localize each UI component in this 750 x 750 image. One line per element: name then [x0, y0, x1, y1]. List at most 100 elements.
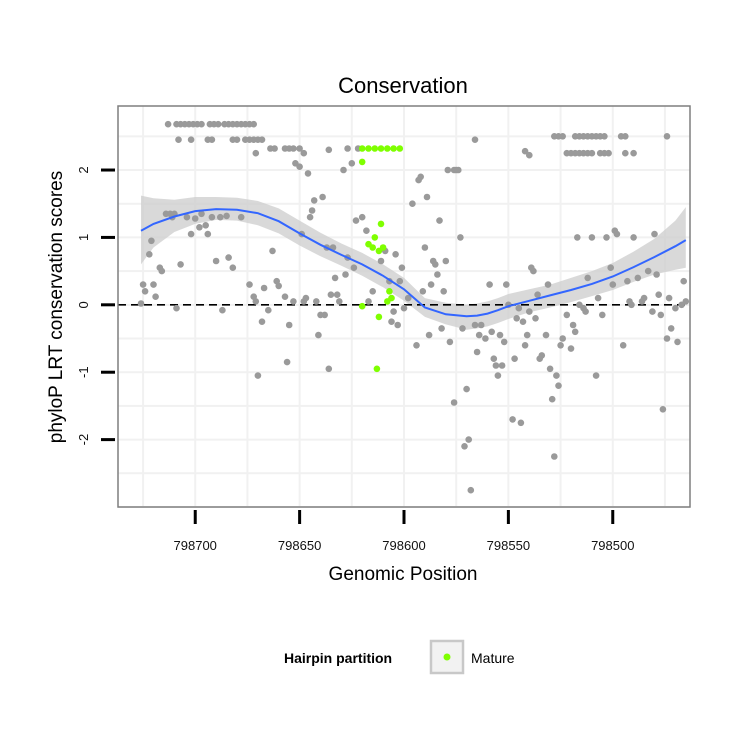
other-point: [619, 342, 627, 349]
other-point: [603, 234, 610, 241]
other-point: [302, 294, 310, 302]
x-tick-label: 798700: [174, 538, 217, 553]
other-point: [465, 436, 473, 443]
other-point: [559, 133, 566, 140]
other-point: [398, 264, 406, 272]
other-point: [630, 149, 637, 157]
other-point: [628, 301, 635, 309]
other-point: [471, 136, 479, 143]
other-point: [290, 298, 297, 305]
other-point: [333, 291, 341, 299]
other-point: [394, 321, 402, 329]
other-point: [653, 271, 660, 278]
other-point: [150, 281, 157, 288]
x-tick-label: 798650: [278, 538, 321, 553]
other-point: [191, 215, 199, 222]
mature-point: [384, 145, 391, 152]
mature-point: [358, 302, 366, 310]
other-point: [173, 304, 180, 312]
other-point: [475, 331, 483, 339]
other-point: [498, 362, 506, 369]
other-point: [667, 325, 675, 332]
other-point: [659, 406, 667, 413]
other-point: [139, 281, 147, 288]
other-point: [423, 193, 431, 201]
x-tick-label: 798500: [591, 538, 634, 553]
other-point: [340, 166, 347, 174]
other-point: [640, 294, 648, 302]
other-point: [419, 288, 427, 295]
other-point: [613, 230, 621, 238]
other-point: [141, 288, 149, 295]
other-point: [296, 163, 303, 170]
other-point: [369, 288, 377, 295]
other-point: [538, 352, 546, 359]
other-point: [482, 335, 489, 342]
other-point: [350, 264, 358, 272]
other-point: [644, 267, 652, 275]
mature-point: [373, 365, 381, 373]
other-point: [582, 308, 589, 315]
other-point: [674, 338, 681, 346]
other-point: [396, 277, 404, 285]
mature-point: [386, 288, 393, 295]
other-point: [526, 308, 533, 315]
other-point: [152, 293, 159, 301]
other-point: [269, 247, 276, 255]
legend-mature-label: Mature: [471, 650, 515, 666]
other-point: [496, 331, 504, 339]
other-point: [471, 321, 479, 329]
other-point: [187, 136, 195, 143]
other-point: [258, 136, 266, 143]
other-point: [461, 443, 468, 450]
other-point: [187, 230, 195, 238]
mature-point: [375, 313, 383, 321]
other-point: [390, 308, 397, 315]
other-point: [551, 453, 558, 460]
other-point: [319, 193, 326, 201]
other-point: [409, 200, 416, 207]
other-point: [331, 274, 339, 282]
other-point: [325, 365, 333, 373]
other-point: [344, 145, 351, 152]
other-point: [400, 304, 408, 312]
other-point: [377, 257, 385, 265]
other-point: [229, 264, 237, 272]
other-point: [649, 308, 656, 315]
other-point: [352, 217, 360, 224]
other-point: [521, 147, 529, 155]
other-point: [588, 234, 596, 241]
other-point: [517, 419, 525, 427]
other-point: [348, 160, 356, 167]
other-point: [630, 234, 637, 241]
other-point: [315, 331, 322, 339]
other-point: [436, 217, 443, 224]
other-point: [300, 149, 308, 157]
other-point: [421, 244, 429, 251]
other-point: [310, 197, 318, 204]
other-point: [459, 325, 466, 332]
other-point: [204, 230, 212, 238]
other-point: [175, 136, 182, 143]
other-point: [609, 281, 617, 288]
other-point: [546, 365, 554, 373]
other-point: [634, 274, 642, 282]
other-point: [605, 149, 612, 157]
other-point: [511, 355, 518, 363]
other-point: [557, 342, 564, 349]
other-point: [526, 151, 533, 159]
other-point: [434, 271, 441, 278]
other-point: [574, 234, 581, 241]
other-point: [457, 234, 464, 241]
other-point: [413, 342, 420, 349]
other-point: [530, 267, 537, 275]
other-point: [196, 224, 203, 231]
other-point: [217, 213, 224, 221]
other-point: [146, 251, 153, 258]
other-point: [559, 335, 566, 342]
other-point: [450, 166, 458, 174]
other-point: [663, 133, 671, 140]
other-point: [281, 293, 289, 301]
